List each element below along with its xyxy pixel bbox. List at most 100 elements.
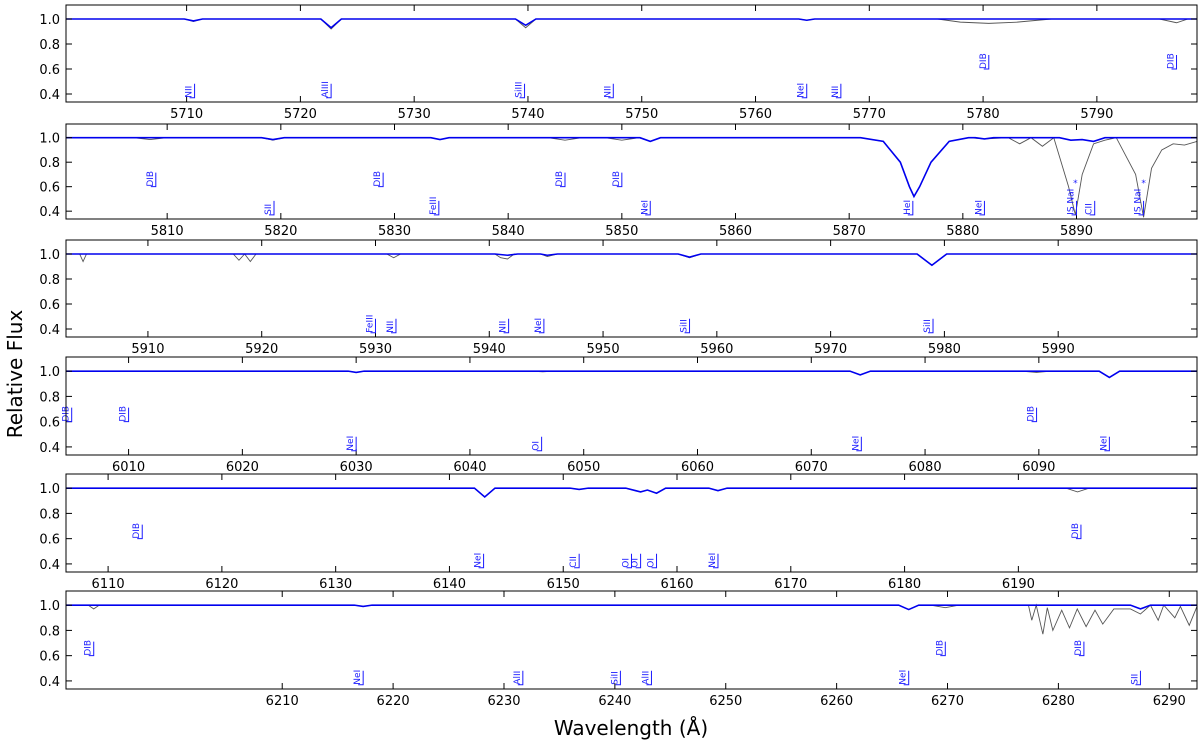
y-tick-label: 1.0 — [39, 248, 60, 263]
x-tick-label: 6290 — [1153, 694, 1186, 709]
y-tick-label: 0.8 — [39, 390, 60, 405]
x-tick-label: 6130 — [319, 577, 352, 592]
y-axis-label: Relative Flux — [3, 310, 27, 439]
y-tick-label: 1.0 — [39, 132, 60, 147]
x-tick-label: 6210 — [266, 694, 299, 709]
x-tick-label: 6150 — [547, 577, 580, 592]
y-tick-label: 0.6 — [39, 63, 60, 78]
line-id-marker — [536, 436, 543, 452]
line-id-marker — [1138, 200, 1145, 216]
line-id-label: NeI — [851, 436, 861, 451]
line-id-marker — [88, 641, 95, 657]
x-tick-label: 5780 — [967, 107, 1000, 122]
x-tick-label: 5860 — [719, 224, 752, 239]
panel-frame — [65, 239, 1198, 338]
x-tick-label: 5930 — [359, 342, 392, 357]
line-id-label: OI — [631, 558, 641, 568]
x-tick-label: 6070 — [795, 460, 828, 475]
line-id-marker — [1078, 641, 1085, 657]
line-id-label: OI — [532, 441, 542, 451]
line-id-label: SiII — [610, 671, 620, 685]
x-axis-label: Wavelength (Å) — [554, 716, 708, 740]
line-id-marker — [150, 172, 157, 188]
y-tick-label: 0.6 — [39, 650, 60, 665]
line-id-label: NII — [185, 86, 195, 98]
x-tick-label: 6050 — [567, 460, 600, 475]
x-tick-label: 5970 — [814, 342, 847, 357]
panel-frame — [65, 123, 1198, 220]
line-id-marker — [433, 200, 440, 216]
x-tick-label: 5880 — [946, 224, 979, 239]
x-tick-label: 5790 — [1080, 107, 1113, 122]
line-id-label: FeIII — [429, 197, 439, 215]
spectrum-line — [66, 604, 1197, 611]
line-id-label: NII — [603, 86, 613, 98]
line-id-label: DIB — [1027, 406, 1037, 422]
x-tick-label: 6220 — [377, 694, 410, 709]
x-tick-label: 5920 — [245, 342, 278, 357]
x-tick-label: 5890 — [1060, 224, 1093, 239]
line-id-label: SII — [264, 204, 274, 215]
line-id-label: DIB — [146, 171, 156, 187]
line-id-marker — [378, 172, 384, 188]
line-id-marker — [358, 670, 364, 686]
panel-frame — [65, 4, 1198, 103]
y-tick-label: 1.0 — [39, 365, 60, 380]
x-tick-label: 6120 — [205, 577, 238, 592]
spectrum-line — [66, 18, 1197, 29]
y-tick-label: 1.0 — [39, 13, 60, 28]
x-tick-label: 6190 — [1002, 577, 1035, 592]
y-tick-label: 0.8 — [39, 507, 60, 522]
line-id-label: NII — [831, 86, 841, 98]
spectrum-line — [66, 253, 1197, 266]
line-id-label: NeI — [640, 200, 650, 215]
x-tick-label: 5840 — [492, 224, 525, 239]
line-id-marker — [519, 83, 526, 99]
line-id-marker — [616, 172, 623, 188]
panel: 0.4 0.6 0.8 1.0 6210 6220 6230 6240 6250 6260 6270… — [39, 590, 1198, 709]
x-tick-label: 6140 — [433, 577, 466, 592]
x-tick-label: 6280 — [1042, 694, 1075, 709]
line-id-marker — [370, 318, 376, 334]
panel: 0.4 0.6 0.8 1.0 6110 6120 6130 6140 6150 6160 6170… — [39, 473, 1198, 592]
spectrum-line — [66, 18, 1197, 30]
y-tick-label: 0.8 — [39, 156, 60, 171]
line-id-label: DIB — [373, 171, 383, 187]
x-tick-label: 5870 — [833, 224, 866, 239]
line-id-label: DIB — [119, 406, 129, 422]
line-id-label: DIB — [979, 53, 989, 69]
line-id-marker — [712, 553, 719, 569]
x-tick-label: 6160 — [660, 577, 693, 592]
x-tick-label: 5720 — [284, 107, 317, 122]
panel-frame — [65, 473, 1198, 573]
line-id-label: IS NaI — [1067, 189, 1077, 215]
line-id-label: NeI — [353, 670, 363, 685]
line-id-marker — [189, 83, 196, 99]
spectrum-line — [66, 370, 1197, 378]
line-id-label: NeI — [474, 553, 484, 568]
y-tick-label: 0.8 — [39, 273, 60, 288]
panel-frame — [65, 590, 1198, 690]
line-id-marker — [538, 318, 545, 334]
line-id-label: DIB — [555, 171, 565, 187]
line-id-marker — [907, 200, 914, 216]
panel: 0.4 0.6 0.8 1.0 5710 5720 5730 5740 5750 5760 5770… — [39, 4, 1198, 122]
line-id-label: DIB — [935, 640, 945, 656]
spectrum-line — [66, 136, 1197, 218]
line-id-label: DIB — [62, 406, 72, 422]
line-id-marker — [517, 670, 524, 686]
line-id-label: CII — [569, 556, 579, 568]
line-id-marker — [684, 318, 691, 334]
panel-frame — [65, 356, 1198, 456]
line-id-marker — [1031, 407, 1038, 423]
x-tick-label: 5770 — [853, 107, 886, 122]
line-id-marker — [478, 553, 485, 569]
line-id-label: OI — [647, 558, 657, 568]
y-tick-label: 0.4 — [39, 441, 60, 456]
line-id-marker — [608, 83, 614, 99]
line-id-marker — [1089, 200, 1096, 216]
x-tick-label: 6030 — [340, 460, 373, 475]
y-tick-label: 0.8 — [39, 624, 60, 639]
x-tick-label: 5980 — [928, 342, 961, 357]
